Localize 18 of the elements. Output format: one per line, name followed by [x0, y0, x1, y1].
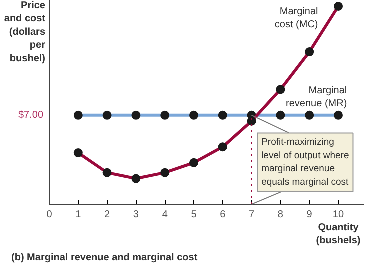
text: (b) Marginal revenue and marginal cost [12, 252, 198, 264]
series-label: Marginal revenue (MR) [286, 85, 348, 110]
x-tick-label: 1 [76, 210, 82, 220]
x-tick-label: 7 [249, 210, 256, 220]
x-tick-label: 3 [133, 210, 140, 220]
x-tick-label: 6 [220, 210, 226, 220]
x-tick-label: 8 [278, 210, 284, 220]
x-tick-label: 2 [104, 210, 111, 220]
x-tick-label: 5 [191, 210, 198, 220]
x-tick-label: 0 [46, 210, 53, 220]
y-axis-title: Price and cost (dollars per bushel) [4, 0, 46, 64]
x-tick-label: 10 [332, 210, 344, 220]
x-tick-label: 9 [306, 210, 313, 220]
series-label: Marginal cost (MC) [274, 6, 318, 31]
text: $7.00 [18, 110, 44, 121]
annotation: Profit-maximizing level of output where marginal revenue equals marginal cost [262, 137, 350, 188]
x-tick-label: 4 [162, 210, 168, 220]
x-axis-title: Quantity (bushels) [316, 222, 361, 247]
